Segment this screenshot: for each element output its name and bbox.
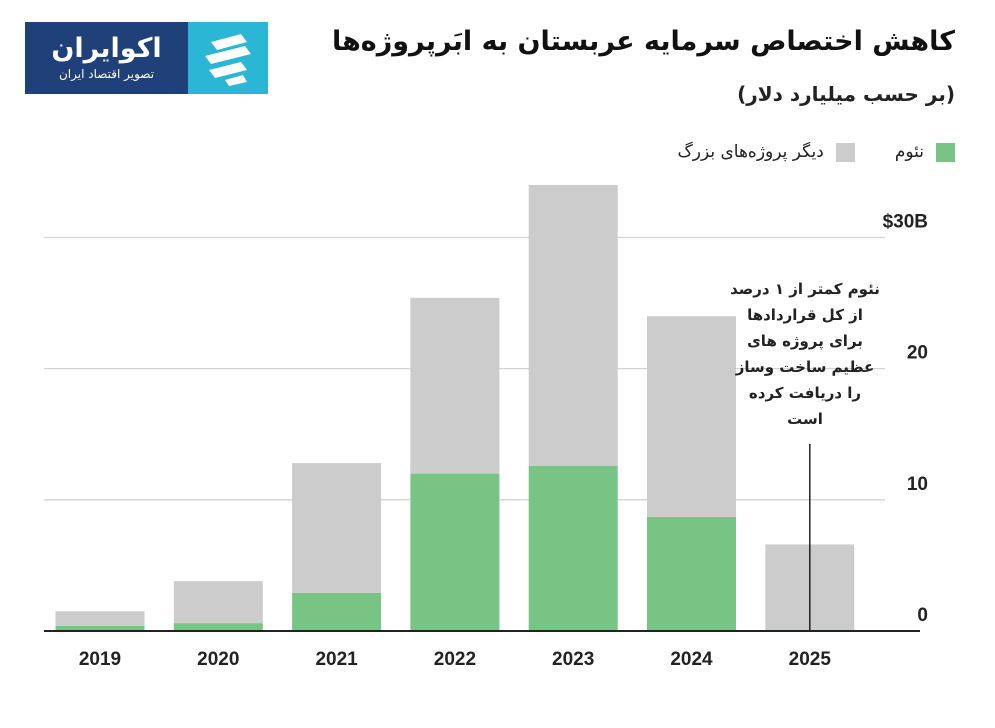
legend-swatch-other xyxy=(835,142,855,162)
logo-mark-icon xyxy=(188,22,268,94)
bar-segment xyxy=(528,185,618,466)
x-tick-label: 2019 xyxy=(79,649,121,670)
bar-segment xyxy=(528,465,618,631)
bar-segment xyxy=(55,625,145,631)
legend-label-neom: نئوم xyxy=(894,142,924,162)
axis-layer xyxy=(44,444,920,632)
bar-segment xyxy=(647,516,736,631)
y-tick-label: 0 xyxy=(917,605,928,626)
x-tick-label: 2022 xyxy=(434,649,476,670)
chart-title: کاهش اختصاص سرمایه عربستان به ابَرپروژه‌… xyxy=(331,26,955,57)
legend-item-neom: نئوم xyxy=(895,142,955,162)
legend-item-other: دیگر پروژه‌های بزرگ xyxy=(678,142,855,162)
bar-segment xyxy=(173,581,263,624)
y-tick-label: 10 xyxy=(907,474,928,495)
bar-segment xyxy=(647,316,736,517)
logo-tagline: تصویر اقتصاد ایران xyxy=(58,67,155,81)
legend-label-other: دیگر پروژه‌های بزرگ xyxy=(677,142,824,162)
bar-segment xyxy=(173,623,263,631)
bar-segment xyxy=(410,473,500,631)
logo-name: اکوایران xyxy=(51,33,162,64)
bar-layer xyxy=(55,185,855,631)
y-tick-label: 20 xyxy=(907,343,928,364)
bar-segment xyxy=(292,463,382,593)
y-tick-label: $30B xyxy=(883,211,928,232)
legend-swatch-neom xyxy=(936,142,955,162)
bar-segment xyxy=(410,297,500,474)
x-tick-label: 2021 xyxy=(315,649,358,670)
label-layer: 0 10 20 $30B 2019 2020 2021 2022 2023 2024 2025 xyxy=(79,211,928,670)
logo-text: اکوایران تصویر اقتصاد ایران xyxy=(25,22,188,94)
annotation-text: نئوم کمتر از ۱ درصد از کل قراردادها برای… xyxy=(730,280,880,428)
x-tick-label: 2020 xyxy=(197,649,239,670)
logo: اکوایران تصویر اقتصاد ایران xyxy=(25,22,268,94)
bar-segment xyxy=(55,611,145,626)
bar-segment xyxy=(292,592,382,631)
chart-subtitle: (بر حسب میلیارد دلار) xyxy=(737,82,955,106)
legend: نئوم دیگر پروژه‌های بزرگ xyxy=(638,142,955,162)
x-tick-label: 2024 xyxy=(670,649,713,670)
x-tick-label: 2023 xyxy=(552,649,594,670)
x-tick-label: 2025 xyxy=(789,649,832,670)
